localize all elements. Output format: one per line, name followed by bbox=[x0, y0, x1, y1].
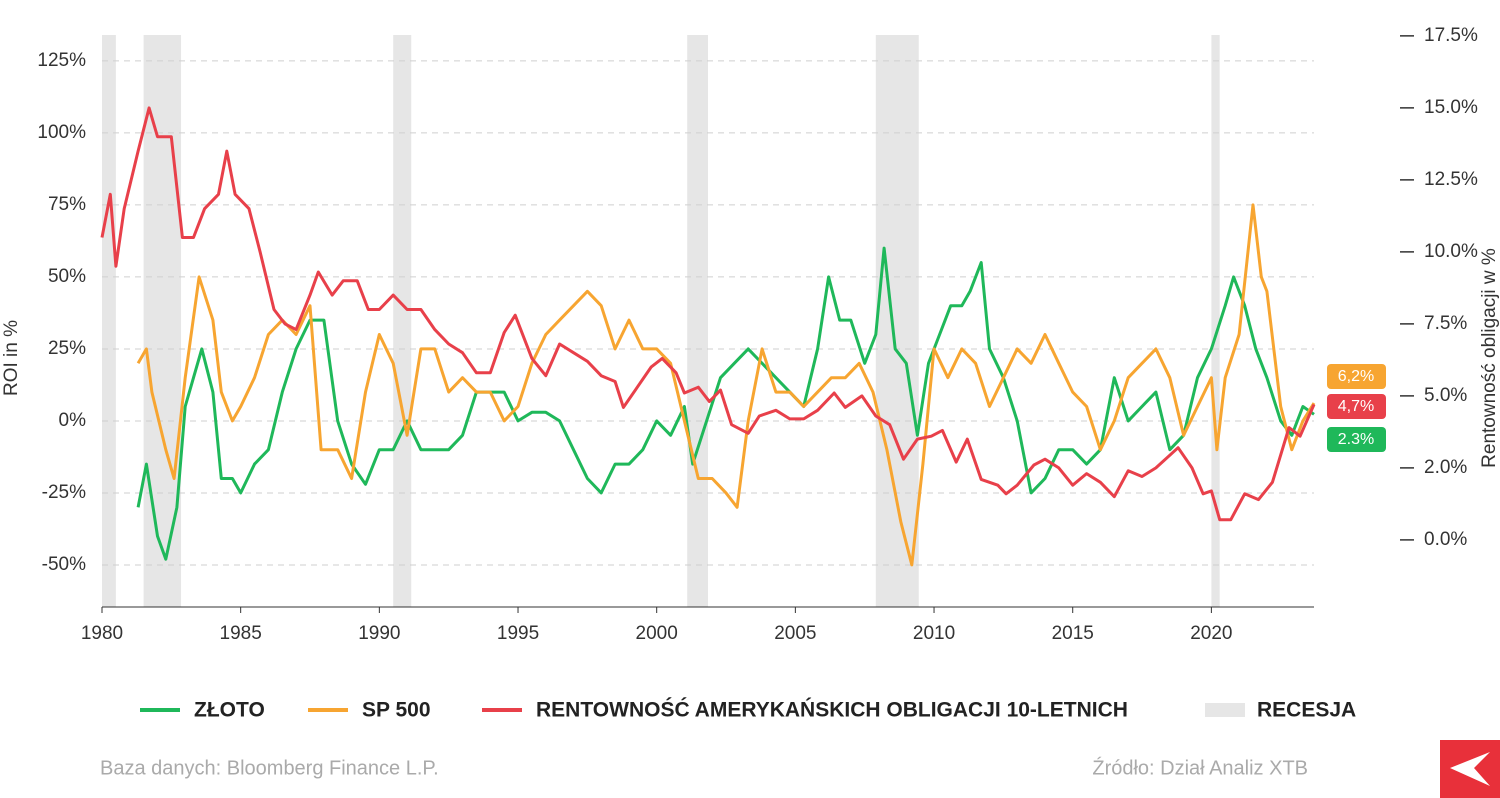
y2-tick-label: 15.0% bbox=[1424, 97, 1478, 118]
legend-label: ZŁOTO bbox=[194, 699, 265, 722]
legend-label: SP 500 bbox=[362, 699, 431, 722]
recession-band bbox=[1211, 35, 1220, 607]
end-label: 4,7% bbox=[1338, 398, 1374, 415]
logo bbox=[1440, 740, 1500, 798]
x-tick-label: 2015 bbox=[1052, 623, 1094, 644]
y-tick-label: -25% bbox=[42, 482, 86, 503]
source-right: Źródło: Dział Analiz XTB bbox=[1092, 756, 1308, 779]
recession-band bbox=[393, 35, 412, 607]
series-line bbox=[136, 203, 1316, 567]
x-tick-label: 2005 bbox=[774, 623, 816, 644]
end-label-box bbox=[1327, 364, 1386, 389]
x-tick-label: 1985 bbox=[220, 623, 262, 644]
x-tick-label: 1980 bbox=[81, 623, 123, 644]
legend-swatch bbox=[1205, 703, 1245, 717]
y2-tick-label: 0.0% bbox=[1424, 529, 1467, 550]
source-left: Baza danych: Bloomberg Finance L.P. bbox=[100, 757, 439, 779]
recession-band bbox=[102, 35, 116, 607]
x-tick-label: 2020 bbox=[1190, 623, 1232, 644]
y-axis-title: ROI in % bbox=[1, 320, 22, 396]
legend-label: RECESJA bbox=[1257, 699, 1356, 722]
end-label: 2.3% bbox=[1338, 431, 1374, 448]
y-tick-label: 50% bbox=[48, 266, 86, 287]
y2-axis-title: Rentowność obligacji w % bbox=[1479, 248, 1500, 468]
x-tick-label: 1990 bbox=[358, 623, 400, 644]
y-tick-label: 0% bbox=[59, 410, 87, 431]
y-tick-label: 125% bbox=[37, 50, 86, 71]
y-tick-label: -50% bbox=[42, 554, 86, 575]
y2-tick-label: 10.0% bbox=[1424, 241, 1478, 262]
x-tick-label: 2010 bbox=[913, 623, 955, 644]
y2-tick-label: 7.5% bbox=[1424, 313, 1467, 334]
y2-tick-label: 5.0% bbox=[1424, 385, 1467, 406]
end-label-box bbox=[1327, 394, 1386, 419]
recession-band bbox=[875, 35, 919, 607]
series-line bbox=[100, 106, 1316, 522]
y-tick-label: 100% bbox=[37, 122, 86, 143]
legend-label: RENTOWNOŚĆ AMERYKAŃSKICH OBLIGACJI 10-LE… bbox=[536, 698, 1128, 722]
end-label-box bbox=[1327, 427, 1386, 452]
x-tick-label: 1995 bbox=[497, 623, 539, 644]
y2-tick-label: 12.5% bbox=[1424, 169, 1478, 190]
x-tick-label: 2000 bbox=[636, 623, 678, 644]
y-tick-label: 75% bbox=[48, 194, 86, 215]
y2-tick-label: 17.5% bbox=[1424, 25, 1478, 46]
end-label: 6,2% bbox=[1338, 368, 1374, 385]
series-line bbox=[136, 246, 1315, 561]
recession-band bbox=[687, 35, 708, 607]
y-tick-label: 25% bbox=[48, 338, 86, 359]
y2-tick-label: 2.0% bbox=[1424, 457, 1467, 478]
